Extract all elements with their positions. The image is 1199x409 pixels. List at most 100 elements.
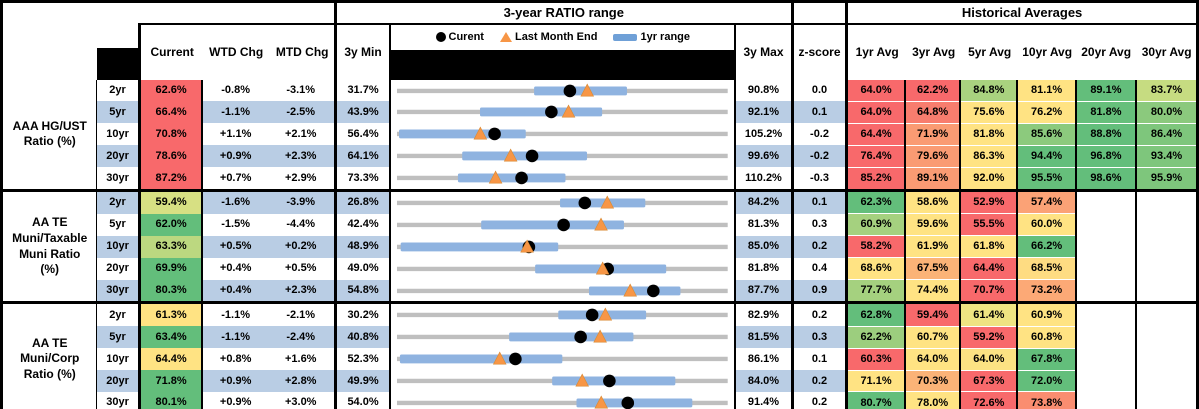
avg-cell-20yr-blank xyxy=(1075,348,1138,371)
avg-cell-10yr: 95.5% xyxy=(1017,167,1077,191)
3y-max-cell: 81.5% xyxy=(735,326,794,349)
avg-cell-1yr: 76.4% xyxy=(846,145,906,168)
current-dot-marker xyxy=(488,127,502,141)
col-header-20yr-avg: 20yr Avg xyxy=(1081,45,1132,59)
avg-cell-30yr: 93.4% xyxy=(1136,145,1198,168)
mtd-chg-cell: -2.1% xyxy=(267,301,337,327)
mtd-chg-cell: +2.8% xyxy=(267,370,337,392)
3y-max-cell: 85.0% xyxy=(735,235,794,258)
legend-range-label: 1yr range xyxy=(640,30,690,43)
table-row: 30yr 80.1% +0.9% +3.0% 54.0% 91.4% 0.2 80.7% 78.… xyxy=(2,391,1198,409)
range-chart-svg xyxy=(397,307,729,322)
z-score-cell: 0.2 xyxy=(792,235,849,258)
avg-cell-5yr: 61.4% xyxy=(960,301,1019,327)
z-score-cell: 0.3 xyxy=(792,326,849,349)
current-cell: 62.6% xyxy=(139,79,204,102)
tenor-cell: 20yr xyxy=(96,257,141,280)
3y-min-cell: 48.9% xyxy=(335,235,392,258)
range-chart-svg xyxy=(397,217,729,232)
range-chart-svg xyxy=(397,283,729,297)
last-month-end-marker xyxy=(593,329,608,343)
avg-cell-5yr: 67.3% xyxy=(960,370,1019,393)
current-dot-marker xyxy=(515,171,529,185)
avg-cell-10yr: 68.5% xyxy=(1017,257,1077,281)
avg-cell-10yr: 60.8% xyxy=(1017,326,1077,349)
avg-cell-3yr: 60.7% xyxy=(904,326,962,349)
group-label: AA TE Muni/Corp Ratio (%) xyxy=(1,301,98,409)
tenor-cell: 30yr xyxy=(96,391,141,409)
3y-min-cell: 49.9% xyxy=(335,370,392,392)
range-chart-cell xyxy=(390,370,737,392)
avg-cell-30yr-blank xyxy=(1136,391,1198,409)
avg-cell-5yr: 92.0% xyxy=(960,167,1019,191)
z-score-cell: 0.2 xyxy=(792,370,849,392)
header-spacer xyxy=(2,2,336,24)
avg-cell-30yr-blank xyxy=(1136,326,1198,349)
last-month-end-marker xyxy=(594,395,609,409)
avg-cell-1yr: 71.1% xyxy=(846,370,906,393)
current-cell: 80.3% xyxy=(139,279,204,303)
wtd-chg-cell: +0.8% xyxy=(202,348,268,371)
wtd-chg-cell: -1.1% xyxy=(202,326,268,349)
range-chart-svg xyxy=(397,104,729,119)
avg-cell-30yr-blank xyxy=(1136,213,1198,237)
3y-min-cell: 54.0% xyxy=(335,391,392,409)
avg-cell-20yr: 98.6% xyxy=(1075,167,1138,191)
col-header-5yr-avg: 5yr Avg xyxy=(968,45,1012,59)
3y-max-cell: 81.3% xyxy=(735,213,794,236)
z-score-cell: 0.1 xyxy=(792,188,849,214)
avg-cell-20yr: 96.8% xyxy=(1075,145,1138,168)
last-month-end-marker xyxy=(623,283,638,297)
one-year-range-bar xyxy=(509,332,634,342)
avg-cell-1yr: 60.3% xyxy=(846,348,906,371)
one-year-range-bar xyxy=(399,129,527,139)
z-score-cell: 0.0 xyxy=(792,79,849,102)
wtd-chg-cell: +0.9% xyxy=(202,391,268,409)
current-cell: 61.3% xyxy=(139,301,204,327)
wtd-chg-cell: +0.5% xyxy=(202,235,268,258)
avg-cell-10yr: 85.6% xyxy=(1017,123,1077,146)
3y-min-cell: 30.2% xyxy=(335,301,392,327)
table-row: AAA HG/UST Ratio (%) 2yr 62.6% -0.8% -3.1% 31… xyxy=(1,79,1198,191)
3y-max-cell: 99.6% xyxy=(735,145,794,168)
z-score-cell: 0.2 xyxy=(792,391,849,409)
last-month-end-marker xyxy=(489,170,503,184)
current-cell: 80.1% xyxy=(139,391,204,409)
range-chart-svg xyxy=(397,395,729,409)
avg-cell-30yr: 86.4% xyxy=(1136,123,1198,146)
wtd-chg-cell: +0.9% xyxy=(202,370,268,392)
range-chart-svg xyxy=(397,351,729,366)
one-year-range-bar xyxy=(576,398,693,408)
range-chart-cell xyxy=(390,391,737,409)
table-row: AA TE Muni/Corp Ratio (%) 2yr 61.3% -1.1% -2… xyxy=(1,301,1198,409)
3y-min-cell: 52.3% xyxy=(335,348,392,371)
tenor-cell: 30yr xyxy=(96,167,141,191)
avg-cell-10yr: 67.8% xyxy=(1017,348,1077,371)
current-cell: 69.9% xyxy=(139,257,204,280)
avg-cell-1yr: 58.2% xyxy=(846,235,906,259)
range-chart-cell xyxy=(390,145,737,168)
current-dot-icon xyxy=(435,32,446,42)
last-month-end-marker xyxy=(600,195,615,209)
avg-cell-5yr: 61.8% xyxy=(960,235,1019,259)
3y-min-cell: 64.1% xyxy=(335,145,392,168)
current-cell: 63.3% xyxy=(139,235,204,258)
legend-lme-label: Last Month End xyxy=(514,30,598,43)
mtd-chg-cell: -3.1% xyxy=(267,79,337,102)
avg-cell-5yr: 81.8% xyxy=(960,123,1019,146)
last-month-end-marker xyxy=(580,83,595,97)
avg-cell-3yr: 79.6% xyxy=(904,145,962,168)
table-row: 10yr 70.8% +1.1% +2.1% 56.4% 105.2% -0.2 64.4% 7… xyxy=(2,123,1198,146)
black-fill-block xyxy=(391,49,734,80)
wtd-chg-cell: +0.7% xyxy=(202,167,268,191)
avg-cell-5yr: 75.6% xyxy=(960,101,1019,124)
range-chart-svg xyxy=(397,126,729,141)
legend-last-month-end: Last Month End xyxy=(499,30,598,43)
mtd-chg-cell: -2.4% xyxy=(267,326,337,349)
table-row: 5yr 62.0% -1.5% -4.4% 42.4% 81.3% 0.3 60.9% 59.6… xyxy=(2,213,1198,237)
one-year-range-bar xyxy=(480,107,603,117)
chart-legend-cell: Curent Last Month End 1yr range xyxy=(390,23,737,80)
avg-cell-5yr: 59.2% xyxy=(960,326,1019,349)
avg-cell-3yr: 89.1% xyxy=(904,167,962,191)
averages-section-title: Historical Averages xyxy=(846,1,1198,25)
